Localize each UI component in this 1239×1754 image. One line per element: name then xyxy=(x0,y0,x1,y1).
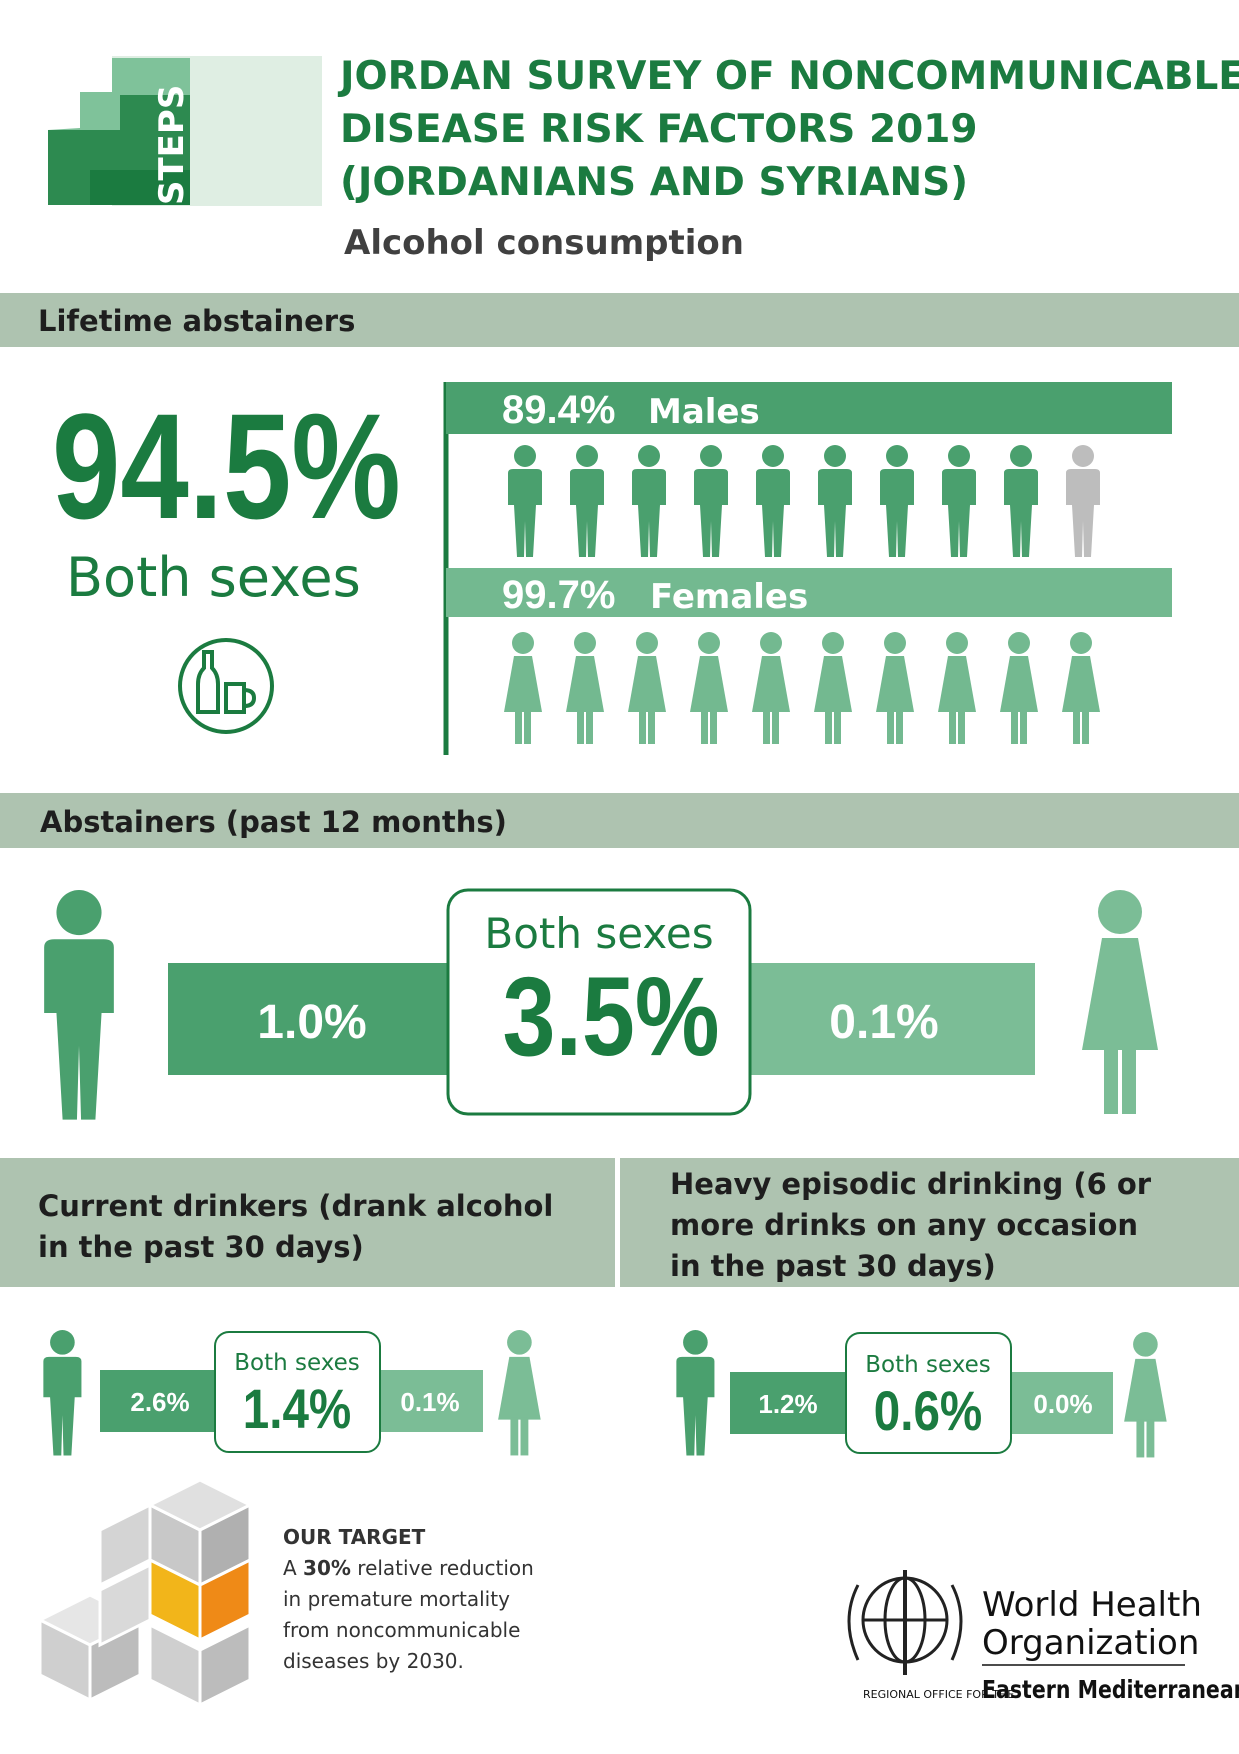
females-value: 0.1% xyxy=(400,1387,459,1417)
both-value: 3.5% xyxy=(503,955,720,1080)
target-after: relative reduction in premature mortalit… xyxy=(283,1556,534,1673)
females-bar xyxy=(446,568,1172,617)
male-figures xyxy=(508,445,1100,557)
region: Eastern Mediterranean xyxy=(982,1676,1239,1704)
section-heading: Abstainers (past 12 months) xyxy=(40,805,507,839)
both-value: 0.6% xyxy=(874,1380,982,1442)
female-figure xyxy=(938,632,976,744)
females-value: 0.1% xyxy=(829,996,938,1049)
female-figure xyxy=(1000,632,1038,744)
female-figure xyxy=(504,632,542,744)
male-figure xyxy=(44,890,114,1120)
female-figure xyxy=(1062,632,1100,744)
males-bar xyxy=(730,1372,850,1434)
section-heading: in the past 30 days) xyxy=(38,1230,364,1264)
male-figure xyxy=(570,445,604,557)
male-figure xyxy=(880,445,914,557)
org-name: Organization xyxy=(982,1623,1199,1663)
males-value: 89.4% xyxy=(502,388,615,432)
both-box xyxy=(446,888,752,1116)
both-label: Both sexes xyxy=(865,1352,991,1378)
title-line: (JORDANIANS AND SYRIANS) xyxy=(340,160,968,205)
section-band xyxy=(0,293,1239,347)
male-figure xyxy=(676,1330,715,1456)
males-value: 1.0% xyxy=(257,996,366,1049)
region-prefix: REGIONAL OFFICE FOR THE xyxy=(863,1688,1014,1701)
males-bar xyxy=(446,382,1172,434)
section-heading: Lifetime abstainers xyxy=(38,304,355,338)
both-box xyxy=(845,1332,1012,1454)
male-figure xyxy=(632,445,666,557)
males-value: 1.2% xyxy=(758,1389,817,1419)
both-label: Both sexes xyxy=(484,909,713,958)
male-figure xyxy=(942,445,976,557)
female-figure xyxy=(1124,1332,1167,1458)
section-band xyxy=(0,1158,615,1287)
male-figure xyxy=(43,1330,82,1456)
female-figure xyxy=(1082,890,1158,1114)
title-line: JORDAN SURVEY OF NONCOMMUNICABLE xyxy=(337,54,1239,99)
subtitle: Alcohol consumption xyxy=(344,223,744,263)
logo-text: STEPS xyxy=(152,85,192,205)
females-value: 0.0% xyxy=(1033,1389,1092,1419)
male-figure xyxy=(818,445,852,557)
males-bar xyxy=(168,963,458,1075)
target-title: OUR TARGET xyxy=(283,1525,426,1549)
target-before: A xyxy=(283,1556,297,1580)
male-figure xyxy=(1066,445,1100,557)
title-line: DISEASE RISK FACTORS 2019 xyxy=(340,107,978,152)
section-heading: Current drinkers (drank alcohol xyxy=(38,1189,553,1223)
female-figure xyxy=(876,632,914,744)
females-bar xyxy=(1008,1372,1113,1434)
who-emblem xyxy=(847,1570,963,1675)
target-text: OUR TARGET A 30% relative reduction in p… xyxy=(283,1522,553,1677)
both-box xyxy=(214,1331,381,1453)
females-value: 99.7% xyxy=(502,573,615,617)
target-cubes xyxy=(36,1478,254,1708)
section-band xyxy=(0,793,1239,848)
females-label: Females xyxy=(650,577,808,617)
section-heading: Heavy episodic drinking (6 or xyxy=(670,1167,1152,1201)
org-name: World Health xyxy=(982,1585,1202,1625)
male-figure xyxy=(508,445,542,557)
females-bar xyxy=(375,1370,483,1432)
males-label: Males xyxy=(648,392,760,432)
alcohol-icon xyxy=(178,638,274,734)
female-figure xyxy=(498,1330,541,1456)
big-label: Both sexes xyxy=(66,546,361,609)
male-figure xyxy=(756,445,790,557)
section-heading: more drinks on any occasion xyxy=(670,1208,1138,1242)
female-figure xyxy=(566,632,604,744)
female-figure xyxy=(690,632,728,744)
section-band xyxy=(620,1158,1239,1287)
both-value: 1.4% xyxy=(243,1378,351,1440)
females-bar xyxy=(745,963,1035,1075)
males-value: 2.6% xyxy=(130,1387,189,1417)
male-figure xyxy=(1004,445,1038,557)
target-highlight: 30% xyxy=(303,1556,351,1580)
female-figure xyxy=(814,632,852,744)
section-heading: in the past 30 days) xyxy=(670,1249,996,1283)
steps-logo: STEPS xyxy=(48,56,322,206)
both-label: Both sexes xyxy=(234,1350,360,1376)
male-figure xyxy=(694,445,728,557)
female-figures xyxy=(504,632,1100,744)
female-figure xyxy=(628,632,666,744)
males-bar xyxy=(100,1370,220,1432)
female-figure xyxy=(752,632,790,744)
big-value: 94.5% xyxy=(52,383,401,550)
